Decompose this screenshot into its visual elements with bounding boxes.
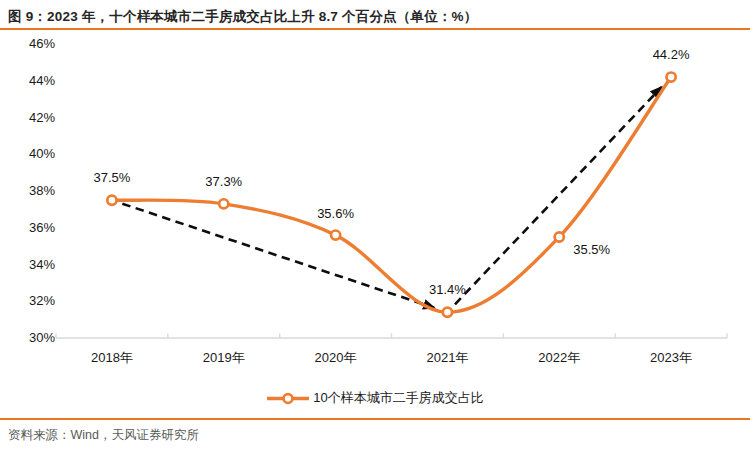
data-point-marker [666, 72, 675, 81]
figure-panel: 图 9：2023 年，十个样本城市二手房成交占比上升 8.7 个百分点（单位：%… [0, 0, 750, 450]
dashed-trend-arrow [122, 204, 434, 308]
legend-label: 10个样本城市二手房成交占比 [313, 389, 483, 407]
source-note: 资料来源：Wind，天风证券研究所 [8, 427, 199, 444]
dashed-trend-arrow [455, 87, 661, 304]
data-point-marker [331, 231, 340, 240]
data-point-marker [555, 232, 564, 241]
data-point-marker [107, 196, 116, 205]
data-point-marker [219, 199, 228, 208]
bottom-divider [0, 418, 750, 420]
legend-line-marker-icon [266, 392, 310, 405]
line-chart [0, 0, 750, 450]
series-line [112, 77, 671, 312]
chart-legend: 10个样本城市二手房成交占比 [0, 388, 750, 408]
data-point-marker [443, 308, 452, 317]
